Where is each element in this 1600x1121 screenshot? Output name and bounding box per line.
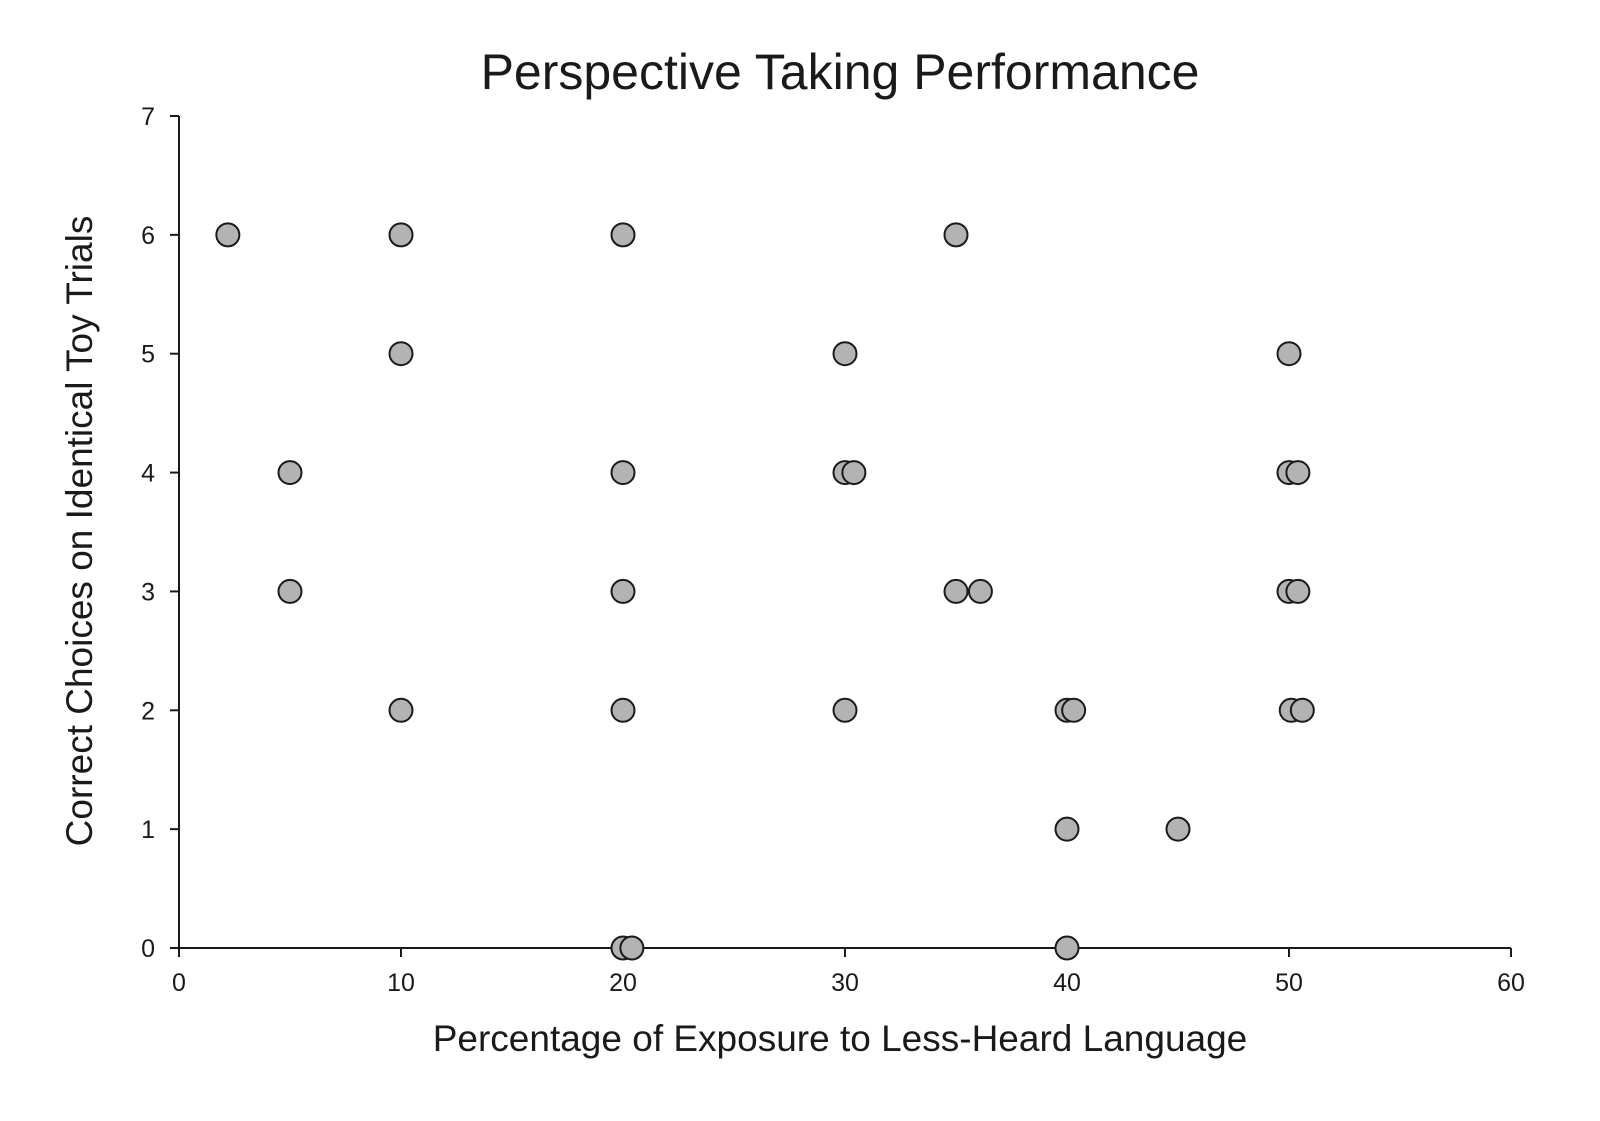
y-tick-label: 0 xyxy=(141,935,155,963)
x-tick-label: 50 xyxy=(1275,969,1303,997)
data-point xyxy=(610,697,636,723)
data-point xyxy=(619,935,645,961)
data-point xyxy=(388,697,414,723)
y-tick-label: 1 xyxy=(141,816,155,844)
x-tick-label: 40 xyxy=(1053,969,1081,997)
data-point xyxy=(610,578,636,604)
x-axis-label: Percentage of Exposure to Less-Heard Lan… xyxy=(433,1018,1248,1059)
y-tick-label: 6 xyxy=(141,222,155,250)
data-points xyxy=(215,222,1315,961)
y-tick-label: 2 xyxy=(141,697,155,725)
data-point xyxy=(388,341,414,367)
data-point xyxy=(215,222,241,248)
x-tick-label: 10 xyxy=(387,969,415,997)
data-point xyxy=(1285,460,1311,486)
data-point xyxy=(610,222,636,248)
y-tick-label: 5 xyxy=(141,341,155,369)
data-point xyxy=(832,341,858,367)
x-tick-label: 20 xyxy=(609,969,637,997)
data-point xyxy=(1165,816,1191,842)
data-point xyxy=(967,578,993,604)
data-point xyxy=(1054,935,1080,961)
data-point xyxy=(1054,816,1080,842)
y-tick-label: 7 xyxy=(141,103,155,131)
data-point xyxy=(1061,697,1087,723)
y-tick-label: 3 xyxy=(141,578,155,606)
data-point xyxy=(943,578,969,604)
data-point xyxy=(1285,578,1311,604)
axis-ticks: 0 10 20 30 40 50 60 0 1 2 3 4 5 6 7 xyxy=(141,103,1525,997)
data-point xyxy=(1276,341,1302,367)
data-point xyxy=(841,460,867,486)
x-tick-label: 30 xyxy=(831,969,859,997)
data-point xyxy=(943,222,969,248)
data-point xyxy=(277,460,303,486)
chart-title: Perspective Taking Performance xyxy=(481,44,1200,100)
data-point xyxy=(1289,697,1315,723)
y-tick-label: 4 xyxy=(141,460,155,488)
data-point xyxy=(832,697,858,723)
data-point xyxy=(610,460,636,486)
data-point xyxy=(277,578,303,604)
y-axis-label: Correct Choices on Identical Toy Trials xyxy=(59,216,100,847)
x-tick-label: 0 xyxy=(172,969,186,997)
x-tick-label: 60 xyxy=(1497,969,1525,997)
data-point xyxy=(388,222,414,248)
